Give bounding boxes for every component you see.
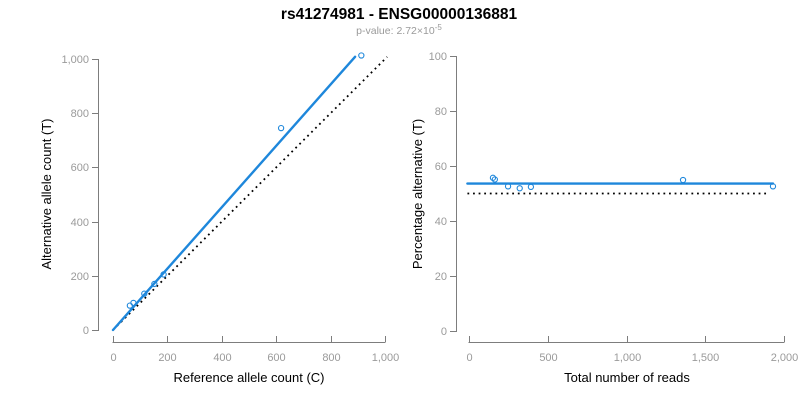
y-tick-label: 60 xyxy=(435,161,447,173)
x-tick-label: 200 xyxy=(158,352,176,364)
figure-title: rs41274981 - ENSG00000136881 xyxy=(281,6,518,23)
y-tick-label: 0 xyxy=(441,326,447,338)
reference-dotted-line xyxy=(112,56,388,331)
x-tick-label: 1,500 xyxy=(692,352,720,364)
y-tick-label: 400 xyxy=(71,217,89,229)
x-tick-label: 800 xyxy=(322,352,340,364)
pvalue-exponent: -5 xyxy=(435,23,443,32)
figure-subtitle: p-value: 2.72×10-5 xyxy=(356,23,442,37)
x-tick-label: 1,000 xyxy=(372,352,400,364)
y-tick-label: 100 xyxy=(429,51,447,63)
y-axis-title: Alternative allele count (T) xyxy=(39,118,54,269)
y-tick-label: 0 xyxy=(83,325,89,337)
data-point[interactable] xyxy=(679,176,687,184)
x-tick-label: 500 xyxy=(539,352,557,364)
data-point[interactable] xyxy=(489,174,497,181)
y-tick-label: 800 xyxy=(71,108,89,120)
data-point[interactable] xyxy=(160,271,167,278)
data-point[interactable] xyxy=(504,183,512,190)
y-tick-label: 40 xyxy=(435,216,447,228)
percentage-reads-scatter-panel: 0 20 40 60 80 100 0 500 1,000 1,500 2,000 Total num… xyxy=(410,51,798,385)
x-tick-label: 0 xyxy=(466,352,472,364)
y-tick-label: 200 xyxy=(71,271,89,283)
y-tick-label: 20 xyxy=(435,271,447,283)
x-tick-label: 400 xyxy=(213,352,231,364)
x-axis-title: Total number of reads xyxy=(564,370,690,385)
data-point[interactable] xyxy=(151,280,158,288)
y-tick-label: 600 xyxy=(71,162,89,174)
data-point[interactable] xyxy=(358,52,365,59)
y-tick-label: 80 xyxy=(435,106,447,118)
data-point[interactable] xyxy=(769,183,777,190)
x-tick-label: 2,000 xyxy=(771,352,799,364)
x-tick-label: 0 xyxy=(110,352,116,364)
y-tick-label: 1,000 xyxy=(61,54,89,66)
data-point[interactable] xyxy=(491,176,498,183)
data-point[interactable] xyxy=(141,290,148,297)
fit-line xyxy=(111,55,357,332)
x-axis-title: Reference allele count (C) xyxy=(173,370,324,385)
y-axis-title: Percentage alternative (T) xyxy=(410,119,425,269)
data-point[interactable] xyxy=(527,183,535,191)
x-tick-label: 1,000 xyxy=(614,352,642,364)
pvalue-text: p-value: 2.72×10 xyxy=(356,25,435,37)
data-point[interactable] xyxy=(126,302,134,309)
x-tick-label: 600 xyxy=(267,352,285,364)
data-point[interactable] xyxy=(277,124,285,132)
allele-count-scatter-panel: 0 200 400 600 800 1,000 0 200 400 600 800 1,000 Refe… xyxy=(39,52,400,385)
data-point[interactable] xyxy=(516,185,523,192)
data-point[interactable] xyxy=(130,299,137,307)
